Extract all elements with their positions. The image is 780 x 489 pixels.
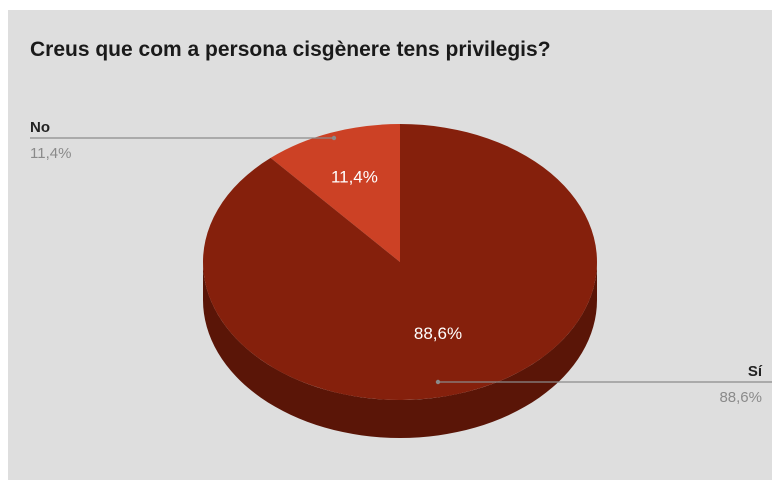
slice-value-label: 11,4% [331,168,378,187]
callout-value-si: 88,6% [719,389,762,406]
chart-card: Creus que com a persona cisgènere tens p… [8,10,772,480]
pie-slice-no[interactable] [270,124,400,262]
callout-label-no: No [30,119,50,136]
callout-label-si: Sí [748,363,763,380]
pie-side-si [203,262,597,438]
pie-chart: 11,4% 88,6% No 11,4% Sí 88,6% [30,119,772,438]
chart-title: Creus que com a persona cisgènere tens p… [30,38,551,61]
pie-slice-si[interactable] [202,124,597,401]
leader-dot [435,379,441,385]
callout-value-no: 11,4% [30,145,71,162]
slice-value-label: 88,6% [414,324,462,343]
leader-dot [331,135,337,141]
